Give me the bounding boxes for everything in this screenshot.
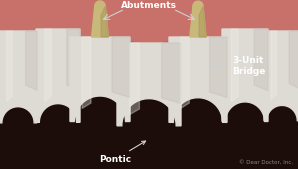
Polygon shape — [7, 31, 12, 101]
Polygon shape — [36, 29, 80, 122]
Polygon shape — [117, 43, 181, 126]
Polygon shape — [0, 31, 37, 123]
Polygon shape — [67, 29, 80, 91]
Polygon shape — [231, 29, 238, 102]
Text: Abutments: Abutments — [121, 1, 177, 10]
Polygon shape — [130, 43, 139, 115]
Polygon shape — [199, 6, 206, 37]
Polygon shape — [91, 6, 108, 37]
Polygon shape — [26, 31, 37, 90]
Polygon shape — [82, 37, 91, 108]
Polygon shape — [181, 37, 189, 108]
Polygon shape — [193, 1, 203, 6]
Polygon shape — [264, 31, 298, 121]
Polygon shape — [209, 37, 227, 98]
Polygon shape — [254, 29, 268, 91]
Polygon shape — [101, 6, 108, 37]
Text: Pontic: Pontic — [99, 141, 145, 164]
Polygon shape — [169, 37, 227, 122]
Polygon shape — [112, 37, 130, 98]
Polygon shape — [162, 43, 181, 103]
Polygon shape — [289, 31, 298, 89]
Polygon shape — [110, 49, 188, 91]
Polygon shape — [80, 39, 220, 92]
Polygon shape — [45, 29, 51, 102]
Polygon shape — [190, 6, 206, 37]
Polygon shape — [222, 29, 268, 122]
Polygon shape — [271, 31, 277, 99]
Polygon shape — [70, 37, 130, 122]
Polygon shape — [0, 0, 298, 92]
Text: 3-Unit
Bridge: 3-Unit Bridge — [213, 56, 266, 76]
Text: © Dear Doctor, Inc.: © Dear Doctor, Inc. — [239, 160, 293, 165]
Polygon shape — [95, 1, 105, 6]
